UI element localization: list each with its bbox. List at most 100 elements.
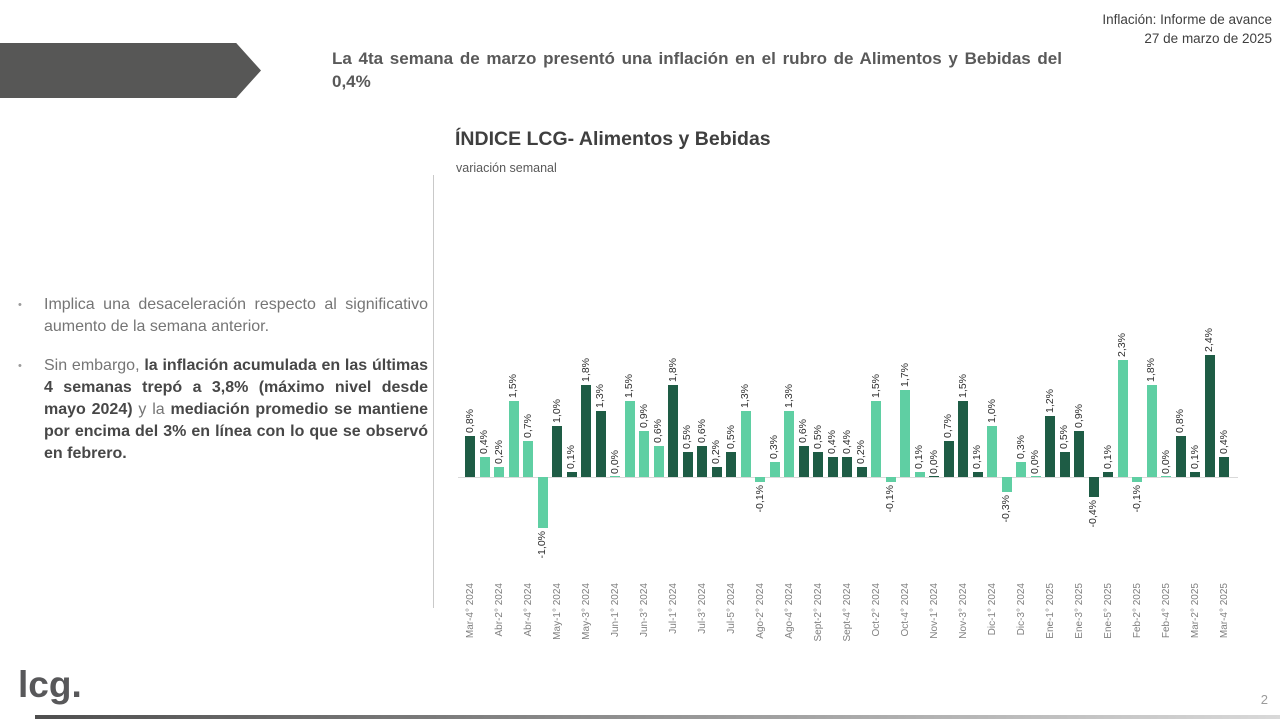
x-tick-label: Sept-4° 2024	[841, 583, 853, 642]
x-tick-label: Mar-4° 2024	[464, 583, 476, 639]
report-meta-title: Inflación: Informe de avance	[1102, 12, 1272, 27]
bar-value-label: 2,4%	[1203, 327, 1215, 352]
bar	[1161, 476, 1171, 477]
bar-value-label: 0,0%	[608, 450, 621, 474]
bar	[755, 477, 765, 483]
bullet-item-2: • Sin embargo, la inflación acumulada en…	[18, 355, 428, 465]
bar	[1219, 456, 1229, 477]
bar-value-label: -0,3%	[1000, 495, 1012, 523]
bar-value-label: 1,7%	[898, 363, 911, 388]
bar	[1030, 476, 1041, 477]
bar	[740, 410, 751, 477]
bullet-text-run: Sin embargo,	[44, 357, 145, 374]
bar-value-label: 0,7%	[521, 414, 534, 439]
x-tick-label: Mar-2° 2025	[1189, 583, 1201, 639]
bar	[595, 410, 606, 477]
bar-value-label: -0,1%	[884, 485, 896, 513]
slide-headline: La 4ta semana de marzo presentó una infl…	[332, 49, 1062, 91]
bar-chart-plot-area: 0,8% Mar-4° 2024 0,4% 0,2% Abr-2° 2024 1,5% 0,…	[458, 190, 1240, 670]
arrow-banner	[0, 43, 261, 98]
x-tick-label: Feb-4° 2025	[1160, 583, 1172, 639]
bar-value-label: 0,5%	[724, 424, 737, 449]
bar	[711, 466, 722, 477]
bar	[697, 446, 707, 477]
bar	[1132, 477, 1142, 483]
bar	[784, 410, 794, 477]
chart-left-border	[433, 175, 434, 608]
x-tick-label: Ene-5° 2025	[1102, 583, 1114, 639]
bar-value-label: 1,8%	[666, 358, 679, 383]
bar-value-label: 0,2%	[855, 439, 867, 464]
bar-value-label: 0,1%	[565, 444, 577, 469]
bullet-text-run: y la	[132, 401, 171, 418]
x-tick-label: May-1° 2024	[551, 583, 563, 640]
x-tick-label: Nov-1° 2024	[928, 583, 940, 639]
bar-value-label: 0,0%	[1159, 450, 1172, 474]
chart-title: ÍNDICE LCG- Alimentos y Bebidas	[455, 128, 771, 150]
bar	[900, 390, 910, 477]
x-tick-label: Abr-4° 2024	[522, 583, 534, 637]
bar	[972, 471, 983, 477]
bar	[1074, 431, 1084, 477]
bar-value-label: 1,0%	[985, 399, 998, 423]
bar-value-label: 0,3%	[768, 434, 780, 459]
bar-value-label: 0,1%	[971, 444, 983, 469]
bar	[769, 461, 780, 477]
x-axis-line	[458, 477, 1238, 478]
bullet-text-1: Implica una desaceleración respecto al s…	[44, 296, 428, 335]
bar	[1016, 461, 1026, 477]
bar-value-label: 1,8%	[1145, 358, 1157, 383]
bar-value-label: 0,4%	[478, 429, 490, 454]
x-tick-label: Jul-1° 2024	[667, 583, 679, 634]
x-tick-label: Ago-2° 2024	[754, 583, 766, 639]
bar	[1059, 451, 1070, 477]
bar-value-label: 0,6%	[695, 419, 708, 444]
bullet-text-2: Sin embargo, la inflación acumulada en l…	[44, 355, 428, 465]
report-meta-date: 27 de marzo de 2025	[1144, 31, 1272, 46]
bar-value-label: 1,5%	[623, 373, 635, 398]
bar-value-label: 1,3%	[739, 383, 751, 408]
bar	[885, 477, 896, 483]
bullet-text-bold-run: la inflación acumulada en las últimas 4 …	[44, 357, 428, 418]
page-number: 2	[1260, 692, 1268, 707]
bar	[1117, 359, 1128, 477]
x-tick-label: Dic-1° 2024	[986, 583, 998, 636]
bar	[552, 426, 562, 477]
bar	[1190, 471, 1200, 477]
bar-value-label: 0,2%	[710, 439, 722, 464]
x-tick-label: Abr-2° 2024	[493, 583, 505, 637]
x-tick-label: Jun-3° 2024	[638, 583, 650, 638]
bar	[1175, 436, 1186, 477]
bar-value-label: 0,5%	[811, 424, 824, 449]
bar-value-label: 0,1%	[913, 444, 925, 469]
x-tick-label: Jul-3° 2024	[696, 583, 708, 634]
bar	[943, 441, 954, 477]
bullet-item-1: • Implica una desaceleración respecto al…	[18, 294, 428, 338]
bar	[653, 446, 664, 477]
bar	[1204, 354, 1215, 477]
bar	[494, 466, 504, 477]
x-tick-label: Ago-4° 2024	[783, 583, 795, 639]
x-tick-label: May-3° 2024	[580, 583, 592, 640]
x-tick-label: Jul-5° 2024	[725, 583, 737, 634]
bar	[581, 385, 591, 477]
x-tick-label: Nov-3° 2024	[957, 583, 969, 639]
bar-value-label: 0,5%	[1058, 424, 1070, 449]
x-tick-label: Feb-2° 2025	[1131, 583, 1143, 639]
bar-value-label: 0,3%	[1014, 434, 1027, 459]
bar-value-label: 1,5%	[956, 373, 969, 398]
bar	[523, 441, 533, 477]
bar-value-label: -1,0%	[536, 531, 548, 559]
bar-value-label: 1,3%	[594, 383, 606, 408]
bar-value-label: -0,4%	[1087, 500, 1099, 528]
x-tick-label: Ene-3° 2025	[1073, 583, 1085, 639]
bar-value-label: 0,4%	[840, 429, 853, 454]
bar-value-label: 0,1%	[1188, 444, 1201, 469]
bar-value-label: 0,8%	[1174, 409, 1186, 434]
bar-value-label: 1,5%	[869, 373, 882, 398]
bar	[798, 446, 809, 477]
bar	[871, 400, 881, 477]
bar-value-label: 0,8%	[463, 409, 476, 434]
x-tick-label: Ene-1° 2025	[1044, 583, 1056, 639]
bar	[1001, 477, 1012, 493]
